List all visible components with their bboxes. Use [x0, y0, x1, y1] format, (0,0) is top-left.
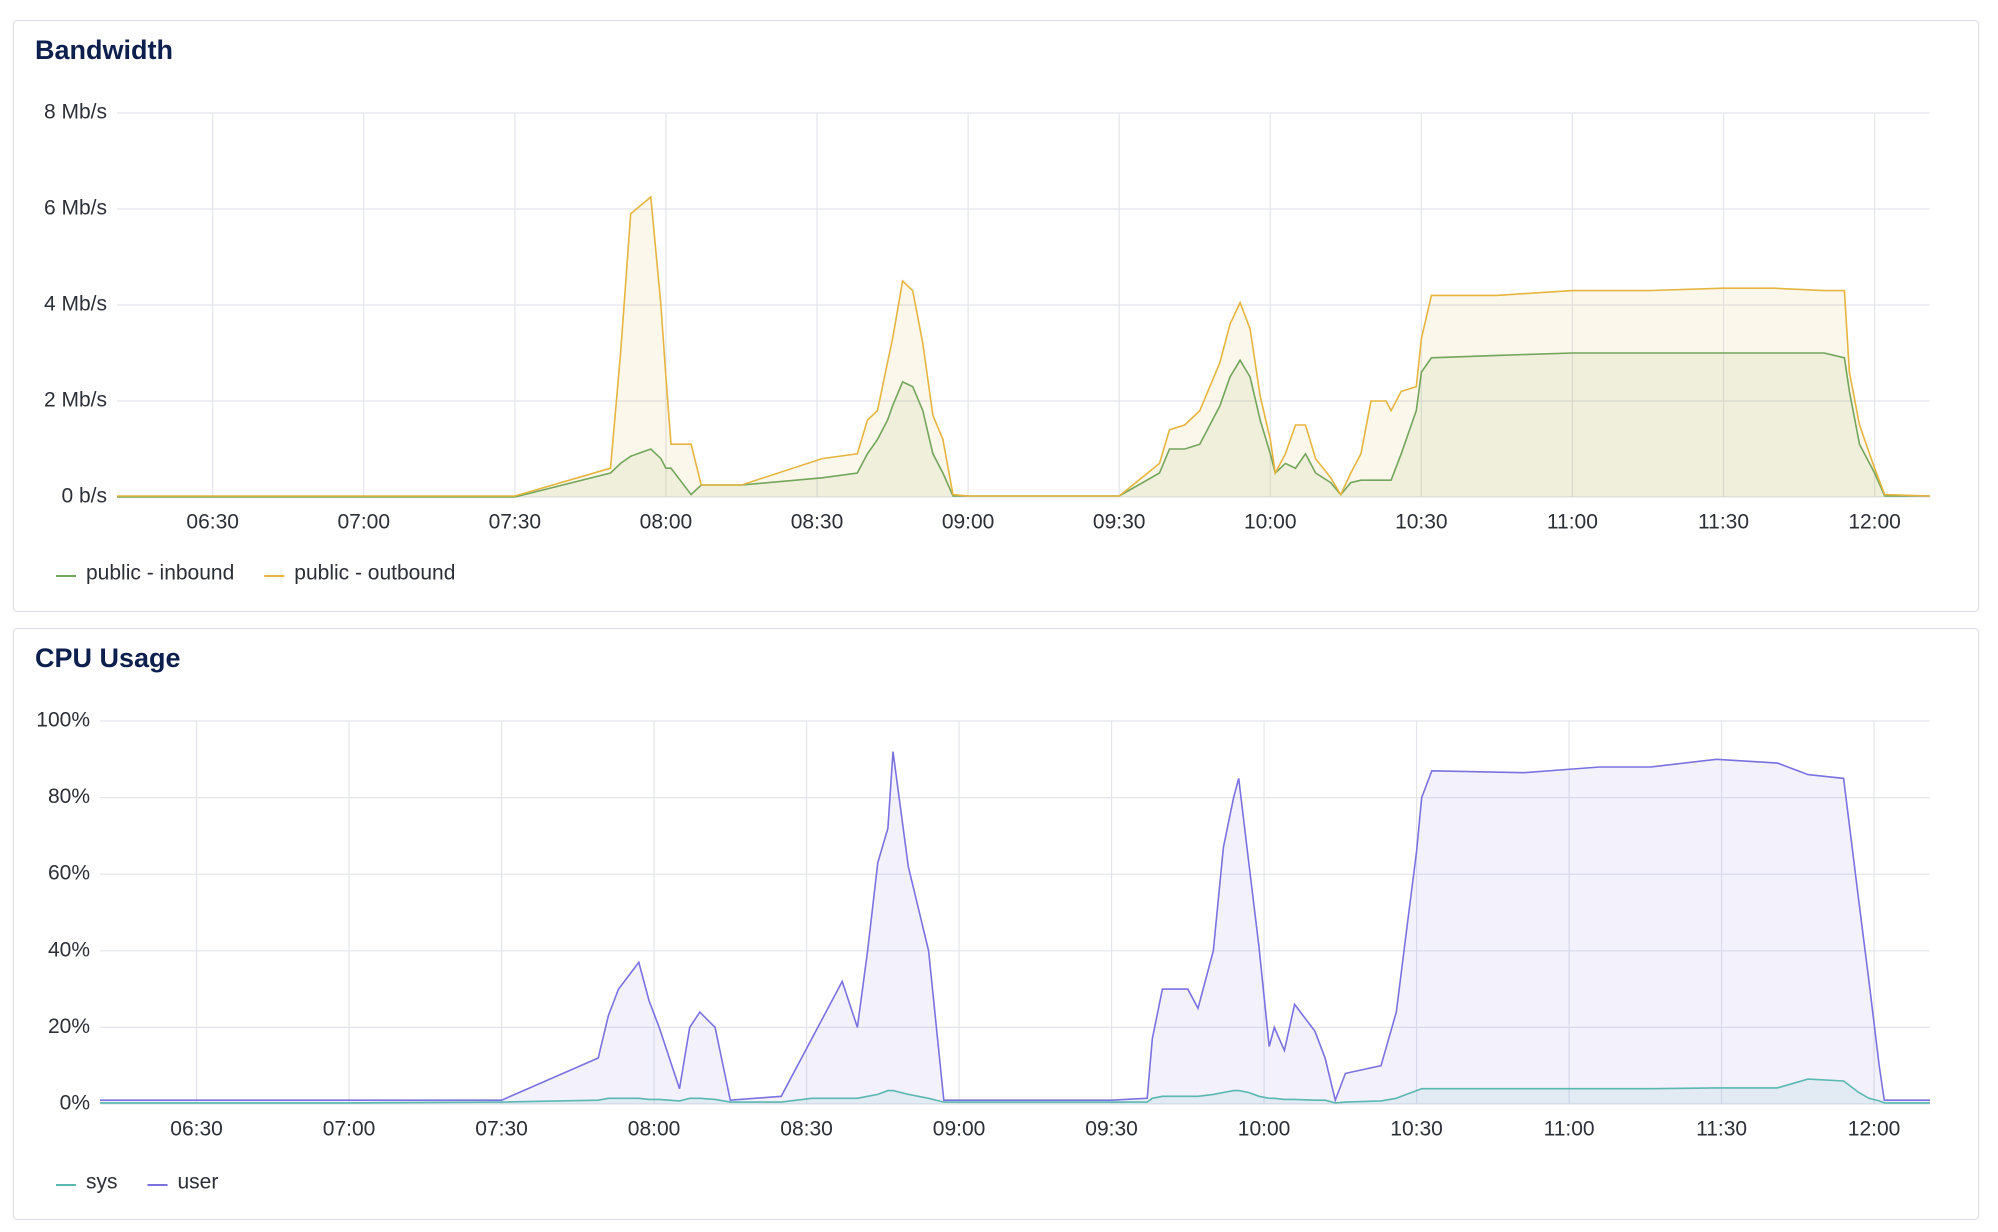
x-tick-label: 07:30 [475, 1118, 528, 1141]
x-tick-label: 10:30 [1390, 1118, 1443, 1141]
x-tick-label: 11:30 [1698, 511, 1749, 534]
x-tick-label: 09:00 [942, 511, 995, 534]
y-tick-label: 6 Mb/s [44, 197, 107, 220]
chart: Bandwidth 0 b/s 2 Mb/s 4 Mb/s 6 Mb/s 8 Mb/s 0… [35, 35, 1931, 585]
series-line [117, 352, 1930, 498]
cpu-panel: CPU Usage 0% 20% 40% 60% 80% 100% 06:30 07:00 07… [13, 628, 1979, 1220]
y-tick-label: 40% [48, 938, 90, 961]
x-tick-label: 07:30 [489, 511, 542, 534]
chart-title: Bandwidth [35, 35, 173, 65]
series-line [100, 751, 1930, 1103]
y-tick-label: 0 b/s [61, 485, 107, 508]
y-tick-label: 80% [48, 785, 90, 808]
x-tick-label: 06:30 [186, 511, 239, 534]
legend-label[interactable]: public - inbound [86, 562, 234, 585]
x-tick-label: 08:30 [791, 511, 844, 534]
x-tick-label: 09:00 [933, 1118, 986, 1141]
x-tick-label: 08:30 [780, 1118, 833, 1141]
y-tick-label: 2 Mb/s [44, 389, 107, 412]
x-tick-label: 12:00 [1848, 1118, 1901, 1141]
bandwidth-panel: Bandwidth 0 b/s 2 Mb/s 4 Mb/s 6 Mb/s 8 Mb/s 0… [13, 20, 1979, 612]
x-tick-label: 06:30 [170, 1118, 223, 1141]
x-tick-label: 12:00 [1848, 511, 1901, 534]
x-tick-label: 11:00 [1547, 511, 1598, 534]
legend-label[interactable]: user [178, 1171, 219, 1194]
y-tick-label: 8 Mb/s [44, 101, 107, 124]
x-tick-label: 07:00 [323, 1118, 376, 1141]
area-fill [100, 751, 1930, 1104]
x-tick-label: 09:30 [1093, 511, 1146, 534]
chart-title: CPU Usage [35, 643, 181, 673]
x-tick-label: 08:00 [640, 511, 693, 534]
x-tick-label: 08:00 [628, 1118, 681, 1141]
y-tick-label: 60% [48, 862, 90, 885]
chart: CPU Usage 0% 20% 40% 60% 80% 100% 06:30 07:00 07… [35, 643, 1930, 1194]
area-fill [100, 1079, 1930, 1104]
legend-label[interactable]: sys [86, 1171, 118, 1194]
y-tick-label: 4 Mb/s [44, 293, 107, 316]
x-tick-label: 10:00 [1238, 1118, 1291, 1141]
y-tick-label: 100% [36, 709, 90, 732]
legend-label[interactable]: public - outbound [294, 562, 455, 585]
series-line [100, 1078, 1930, 1104]
x-tick-label: 10:30 [1395, 511, 1448, 534]
area-fill [117, 353, 1930, 497]
x-tick-label: 10:00 [1244, 511, 1297, 534]
y-tick-label: 0% [60, 1092, 90, 1115]
series-line [117, 195, 1931, 497]
x-tick-label: 11:00 [1544, 1118, 1595, 1141]
y-tick-label: 20% [48, 1015, 90, 1038]
x-tick-label: 07:00 [337, 511, 390, 534]
x-tick-label: 11:30 [1696, 1118, 1747, 1141]
area-fill [117, 197, 1930, 497]
x-tick-label: 09:30 [1085, 1118, 1138, 1141]
